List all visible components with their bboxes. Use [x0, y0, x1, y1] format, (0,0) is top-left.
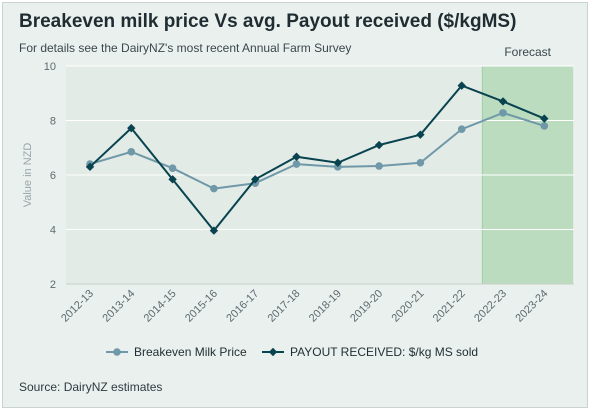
y-tick-label: 6	[50, 170, 56, 182]
forecast-label: Forecast	[504, 45, 551, 59]
x-axis: 2012-13 2013-14 2014-15 2015-16 2016-17 2017-…	[59, 283, 574, 325]
series-layer	[85, 81, 549, 235]
series-line-1	[89, 111, 545, 190]
legend-label: Breakeven Milk Price	[134, 345, 247, 359]
data-point-breakeven	[210, 184, 218, 193]
data-point-breakeven	[127, 148, 136, 156]
forecast-band-layer: Forecast	[481, 45, 573, 284]
data-point-breakeven	[499, 109, 507, 117]
x-tick-label: 2012-13	[59, 288, 96, 325]
y-axis-title: Value in NZD	[22, 143, 34, 208]
data-point-payout	[416, 130, 425, 139]
data-point-breakeven	[375, 162, 383, 170]
legend-marker-diamond	[268, 347, 278, 357]
data-point-breakeven	[292, 160, 301, 168]
y-tick-label: 10	[44, 61, 56, 73]
y-tick-label: 2	[50, 279, 56, 291]
y-axis: 2 4 6 8 10 Value in NZD	[22, 61, 56, 291]
chart-subtitle: For details see the DairyNZ's most recen…	[19, 41, 352, 55]
x-tick-label: 2020-21	[389, 288, 426, 325]
data-point-breakeven	[168, 164, 177, 172]
x-tick-label: 2014-15	[142, 288, 179, 325]
chart-title: Breakeven milk price Vs avg. Payout rece…	[19, 11, 517, 32]
x-tick-label: 2019-20	[348, 288, 385, 325]
chart-source: Source: DairyNZ estimates	[19, 380, 163, 394]
data-point-payout	[292, 152, 301, 161]
data-point-payout	[333, 158, 342, 167]
data-point-payout	[209, 226, 219, 235]
data-point-breakeven	[457, 125, 466, 134]
data-point-payout	[168, 175, 177, 184]
legend-label: PAYOUT RECEIVED: $/kg MS sold	[290, 345, 478, 359]
y-tick-label: 4	[50, 225, 56, 237]
data-point-payout	[540, 114, 549, 123]
x-tick-label: 2015-16	[183, 288, 220, 325]
data-point-payout	[85, 162, 95, 172]
data-point-payout	[498, 97, 508, 106]
x-tick-label: 2023-24	[513, 288, 550, 325]
data-point-breakeven	[540, 122, 549, 130]
data-point-payout	[374, 140, 384, 150]
data-point-payout	[251, 175, 260, 184]
data-point-payout	[457, 81, 466, 90]
x-tick-label: 2021-22	[431, 288, 468, 325]
x-tick-label: 2018-19	[307, 288, 344, 325]
legend-marker-circle	[113, 348, 121, 356]
data-point-breakeven	[416, 158, 425, 167]
y-tick-label: 8	[50, 116, 56, 128]
x-tick-label: 2017-18	[266, 288, 303, 325]
data-point-payout	[127, 123, 136, 133]
x-tick-label: 2016-17	[224, 288, 261, 325]
x-tick-label: 2013-14	[100, 288, 137, 325]
series-line-2	[89, 84, 545, 232]
legend: Breakeven Milk Price PAYOUT RECEIVED: $/k…	[106, 345, 478, 359]
x-tick-label: 2022-23	[472, 288, 509, 325]
